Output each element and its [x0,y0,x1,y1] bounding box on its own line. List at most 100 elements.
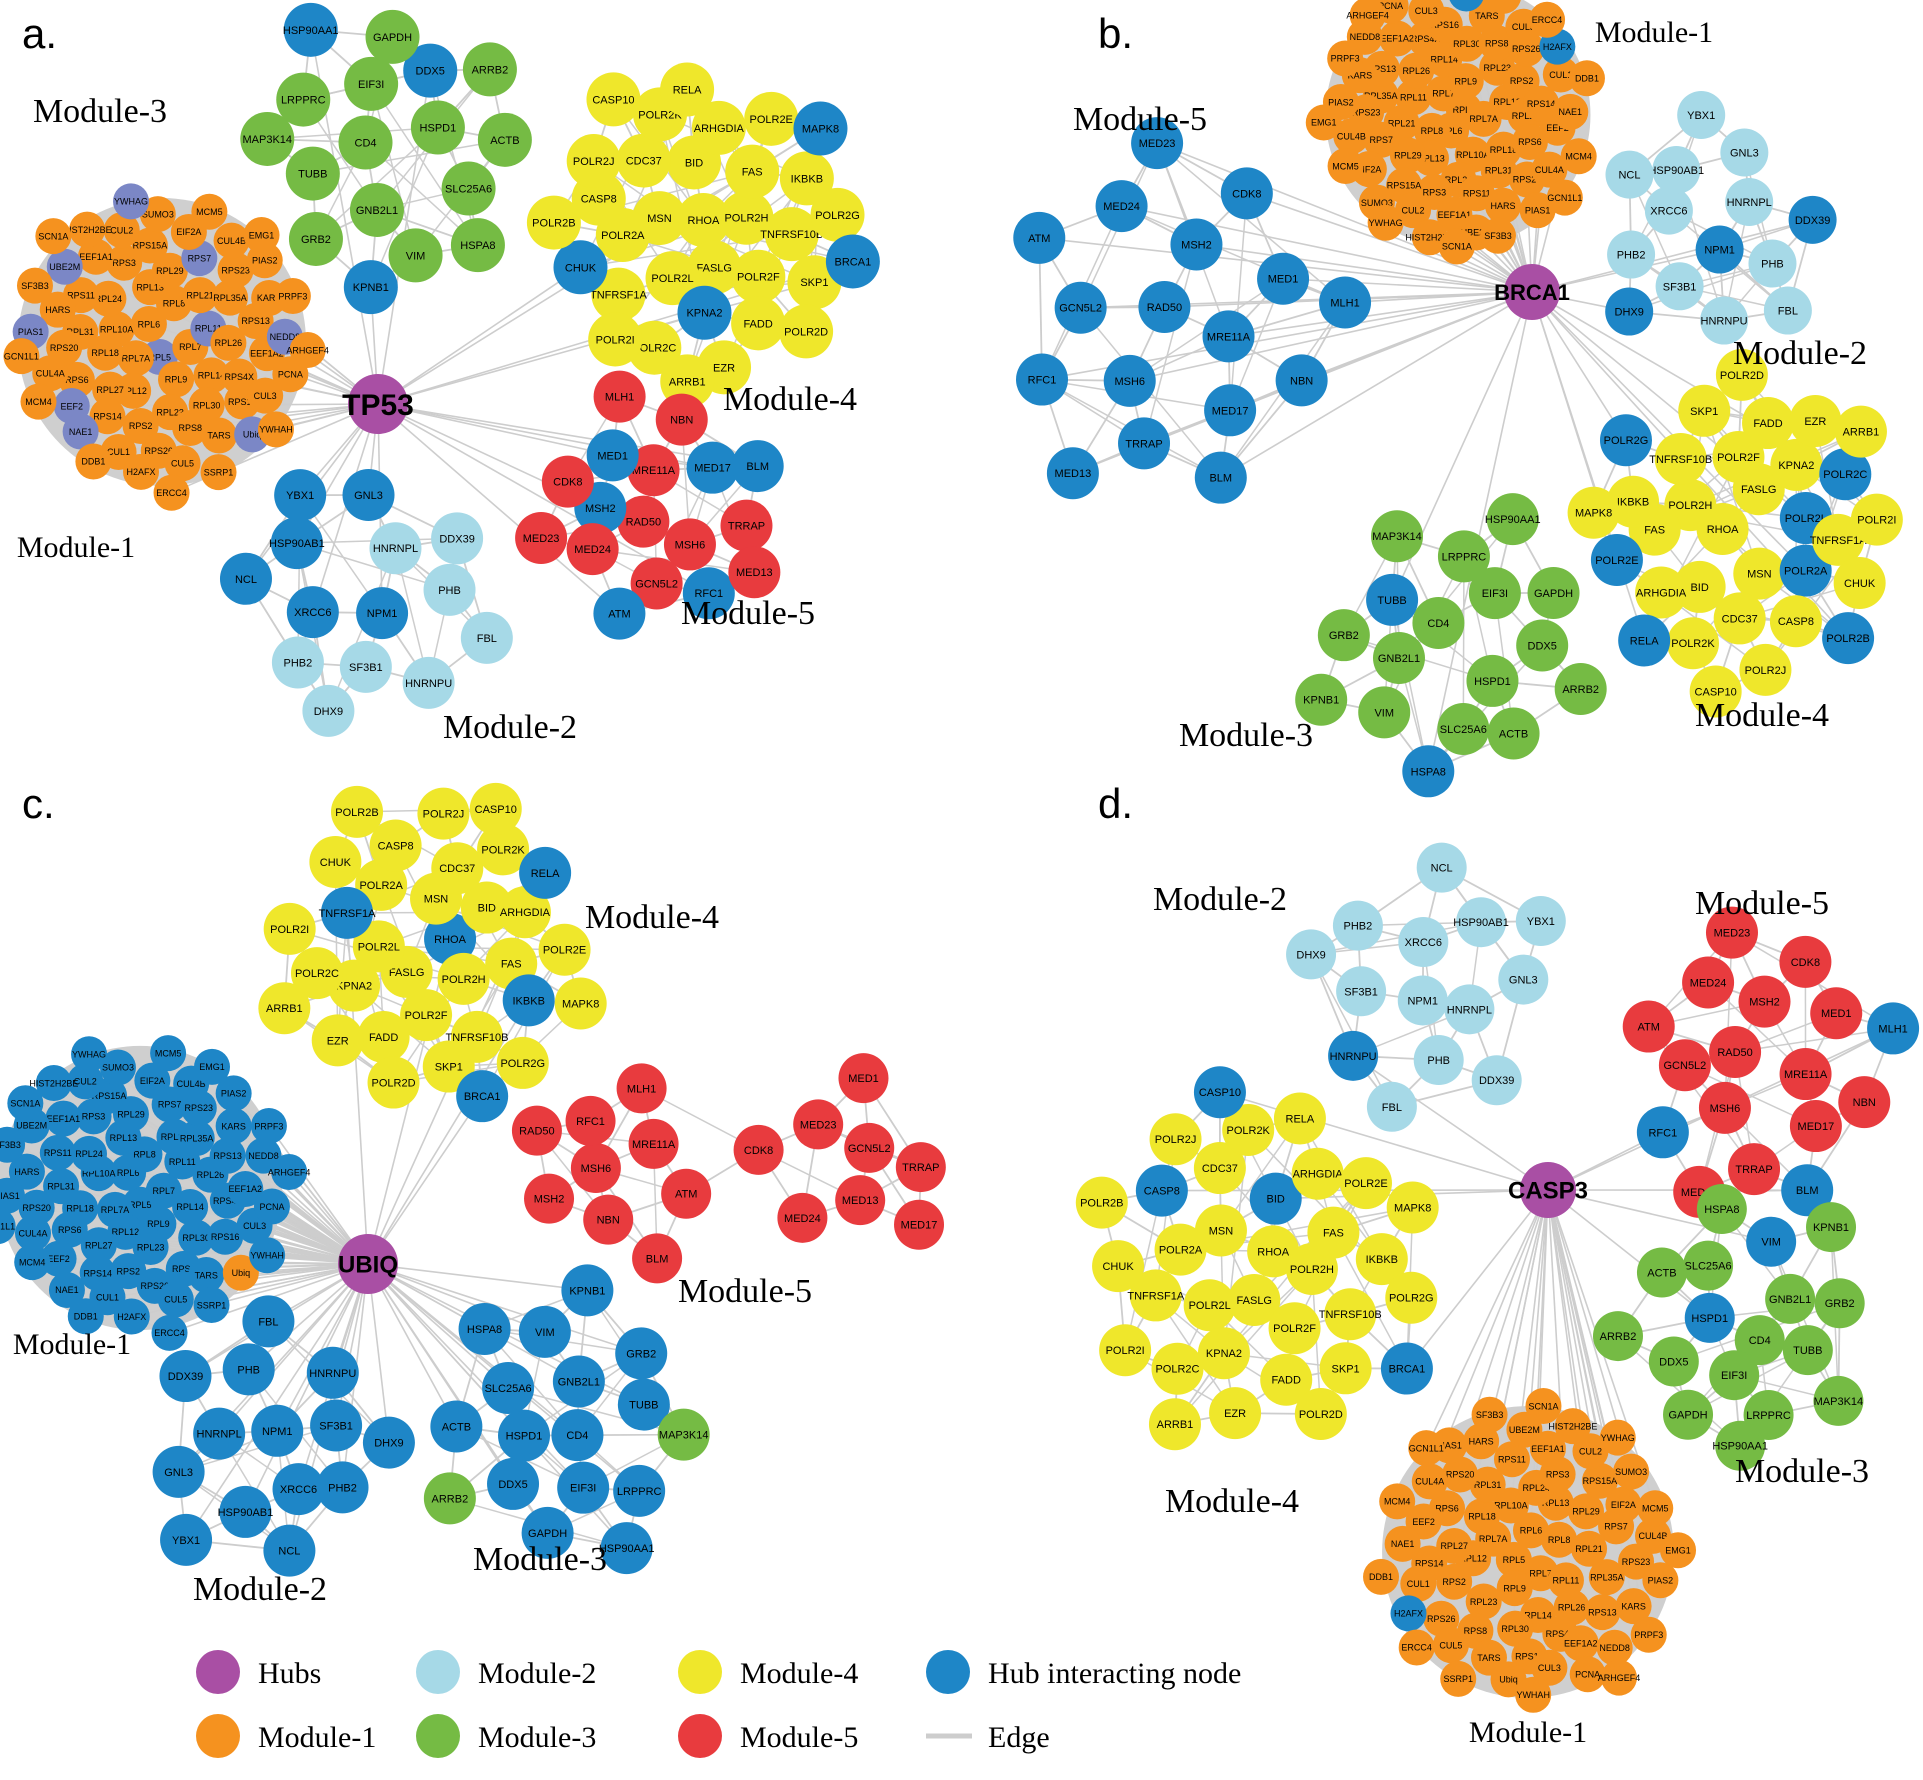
node-YWHAG[interactable] [71,1036,107,1072]
node-ARRB1[interactable] [1835,406,1887,458]
node-SCN1A[interactable] [35,218,71,254]
node-GCN1L1[interactable] [1547,180,1583,216]
node-POLR2G[interactable] [1385,1272,1437,1324]
node-PRPF3[interactable] [251,1108,287,1144]
node-MED17[interactable] [1204,384,1256,436]
node-MRE11A[interactable] [1780,1048,1832,1100]
node-HSPA8[interactable] [451,218,505,272]
node-EMG1[interactable] [244,217,280,253]
node-POLR2B[interactable] [1076,1177,1128,1229]
node-KPNB1[interactable] [561,1264,613,1316]
node-POLR2E[interactable] [539,924,591,976]
node-POLR2L[interactable] [1184,1279,1236,1331]
node-CUL5[interactable] [1433,1627,1469,1663]
node-MLH1[interactable] [1319,277,1371,329]
node-KPNB1[interactable] [1806,1202,1856,1252]
node-FADD[interactable] [358,1011,410,1063]
node-YWHAG[interactable] [1368,205,1404,241]
node-GNL3[interactable] [1720,128,1768,176]
node-CUL5[interactable] [158,1281,194,1317]
node-CD4[interactable] [551,1409,603,1461]
node-MRE11A[interactable] [629,1119,679,1169]
node-MAPK8[interactable] [793,102,847,156]
node-HSP90AA1[interactable] [601,1522,653,1574]
node-HARS[interactable] [1485,188,1521,224]
node-MED13[interactable] [728,546,780,598]
node-SF3B3[interactable] [1472,1397,1508,1433]
node-DHX9[interactable] [302,685,354,737]
node-MED1[interactable] [587,429,639,481]
node-GCN5L2[interactable] [1659,1039,1711,1091]
node-TARS[interactable] [188,1257,224,1293]
node-XRCC6[interactable] [1645,187,1693,235]
node-BRCA1[interactable] [826,234,880,288]
node-ACTB[interactable] [478,113,532,167]
node-POLR2E[interactable] [1591,534,1643,586]
node-POLR2D[interactable] [1295,1388,1347,1440]
node-MCM5[interactable] [1328,148,1364,184]
node-MSH6[interactable] [1699,1082,1751,1134]
node-RAD50[interactable] [1709,1026,1761,1078]
node-BRCA1[interactable] [456,1070,508,1122]
node-RPL18[interactable] [1464,1498,1500,1534]
node-SSRP1[interactable] [201,454,237,490]
node-EIF3I[interactable] [557,1462,609,1514]
node-MSH2[interactable] [1170,218,1222,270]
node-SF3B1[interactable] [310,1399,362,1451]
node-DDX39[interactable] [431,512,483,564]
node-GNB2L1[interactable] [1373,632,1425,684]
node-MCM4[interactable] [1561,138,1597,174]
node-SKP1[interactable] [1678,385,1730,437]
node-CDK8[interactable] [1221,167,1273,219]
node-SCN1A[interactable] [1525,1388,1561,1424]
node-TRRAP[interactable] [720,500,772,552]
node-DDX39[interactable] [1472,1055,1522,1105]
node-BLM[interactable] [632,1233,682,1283]
node-NCL[interactable] [263,1525,315,1577]
node-PCNA[interactable] [254,1189,290,1225]
node-VIM[interactable] [1358,686,1410,738]
node-MED1[interactable] [1257,253,1309,305]
node-VIM[interactable] [389,228,443,282]
node-CASP10[interactable] [586,72,640,126]
node-ARHGEF4[interactable] [290,332,326,368]
node-TNFRSF1A[interactable] [321,887,373,939]
node-NPM1[interactable] [1398,975,1448,1025]
node-CASP10[interactable] [1194,1066,1246,1118]
node-TUBB[interactable] [1783,1325,1833,1375]
node-HSPA8[interactable] [1402,745,1454,797]
node-DHX9[interactable] [363,1417,415,1469]
node-RPS13[interactable] [210,1138,246,1174]
node-HSPD1[interactable] [411,101,465,155]
node-IKBKB[interactable] [503,974,555,1026]
node-CDK8[interactable] [1779,936,1831,988]
node-TUBB[interactable] [1366,574,1418,626]
node-POLR2D[interactable] [368,1057,420,1109]
node-PHB[interactable] [1748,240,1796,288]
node-MED23[interactable] [793,1099,843,1149]
node-MCM5[interactable] [191,194,227,230]
node-GCN5L2[interactable] [844,1123,894,1173]
node-GRB2[interactable] [1815,1278,1865,1328]
node-FAS[interactable] [725,145,779,199]
node-CHUK[interactable] [1834,557,1886,609]
node-GRB2[interactable] [1318,609,1370,661]
node-NCL[interactable] [220,553,272,605]
node-PRPF3[interactable] [1631,1617,1667,1653]
node-PHB2[interactable] [317,1461,369,1513]
node-YBX1[interactable] [160,1514,212,1566]
node-POLR2A[interactable] [1155,1224,1207,1276]
node-MSH2[interactable] [524,1174,574,1224]
node-HSP90AB1[interactable] [1456,897,1506,947]
node-ATM[interactable] [661,1169,711,1219]
node-HSP90AA1[interactable] [284,3,338,57]
node-H2AFX[interactable] [1390,1595,1426,1631]
node-GNL3[interactable] [1498,955,1548,1005]
node-HNRNPL[interactable] [369,522,421,574]
node-CD4[interactable] [1412,597,1464,649]
node-POLR2E[interactable] [1340,1157,1392,1209]
node-CHUK[interactable] [1092,1240,1144,1292]
node-ARHGEF4[interactable] [1601,1660,1637,1696]
node-SCN1A[interactable] [7,1085,43,1121]
node-MSN[interactable] [1733,548,1785,600]
